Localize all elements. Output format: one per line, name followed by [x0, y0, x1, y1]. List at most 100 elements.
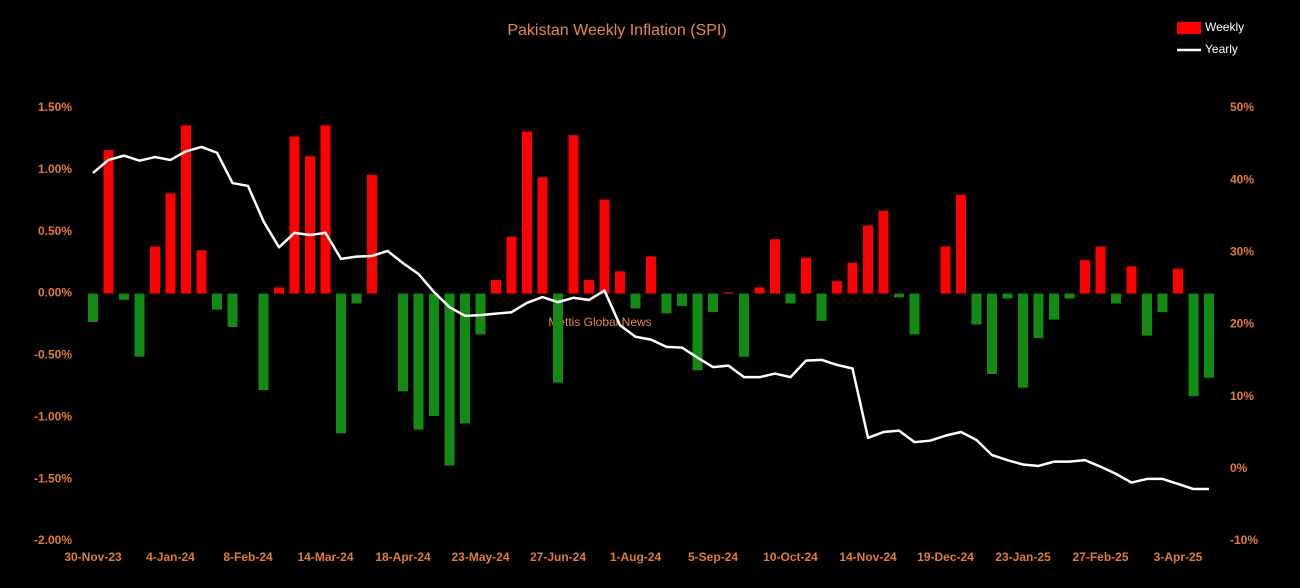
- bar: [1188, 293, 1199, 397]
- bar: [367, 174, 377, 294]
- bar: [460, 293, 470, 424]
- bar: [630, 293, 641, 309]
- bar: [289, 136, 300, 294]
- bar: [103, 150, 114, 294]
- bar: [1157, 293, 1168, 313]
- bar: [863, 225, 873, 294]
- bar: [537, 177, 548, 294]
- bar: [847, 262, 858, 294]
- bar: [1049, 293, 1059, 320]
- bar: [801, 257, 811, 294]
- y2-tick-label: 0%: [1230, 461, 1248, 475]
- bar: [987, 293, 997, 374]
- bar: [351, 293, 362, 304]
- bar: [1095, 246, 1106, 294]
- x-tick-label: 4-Jan-24: [146, 550, 195, 564]
- bar: [336, 293, 346, 434]
- bar: [320, 125, 331, 294]
- bar: [878, 210, 889, 294]
- bar: [398, 293, 408, 392]
- bar: [1018, 293, 1028, 388]
- bar: [429, 293, 439, 417]
- bar: [785, 293, 796, 304]
- bar: [584, 279, 594, 294]
- y2-tick-label: 30%: [1230, 245, 1254, 259]
- bar: [553, 293, 563, 383]
- bar: [646, 256, 656, 294]
- y-tick-label: -1.50%: [34, 471, 72, 485]
- bar: [196, 250, 207, 294]
- y-tick-label: -2.00%: [34, 533, 72, 547]
- bar: [708, 293, 718, 313]
- bar: [832, 281, 842, 294]
- bar: [444, 293, 455, 466]
- bar: [661, 293, 672, 314]
- x-tick-label: 27-Feb-25: [1072, 550, 1128, 564]
- bar: [677, 293, 687, 306]
- bar: [1033, 293, 1044, 339]
- legend-label: Weekly: [1205, 20, 1244, 34]
- bar: [274, 287, 284, 294]
- y2-tick-label: 40%: [1230, 172, 1254, 186]
- bar: [119, 293, 129, 300]
- y-tick-label: -0.50%: [34, 348, 72, 362]
- bar: [1064, 293, 1075, 299]
- bar: [88, 293, 98, 323]
- y2-tick-label: -10%: [1230, 533, 1258, 547]
- bar: [522, 131, 532, 294]
- bar: [894, 293, 904, 298]
- x-tick-label: 23-Jan-25: [995, 550, 1051, 564]
- bar: [909, 293, 920, 335]
- bar: [506, 236, 517, 294]
- bar: [134, 293, 145, 357]
- line: [92, 145, 1209, 491]
- y-tick-label: 1.00%: [38, 162, 72, 176]
- bar: [165, 193, 176, 294]
- bar: [150, 246, 160, 294]
- bar: [258, 293, 269, 391]
- bar: [227, 293, 238, 327]
- bar: [956, 194, 966, 294]
- bar: [212, 293, 222, 310]
- x-tick-label: 19-Dec-24: [917, 550, 974, 564]
- bar: [1002, 293, 1013, 299]
- bar: [723, 292, 734, 294]
- bar: [971, 293, 982, 325]
- bar: [1173, 268, 1183, 294]
- x-tick-label: 18-Apr-24: [375, 550, 431, 564]
- bar: [770, 239, 780, 294]
- chart-title: Pakistan Weekly Inflation (SPI): [507, 22, 726, 39]
- x-tick-label: 8-Feb-24: [223, 550, 273, 564]
- bar: [615, 271, 625, 294]
- bar: [816, 293, 827, 321]
- y-tick-label: 0.00%: [38, 286, 72, 300]
- legend-swatch: [1177, 22, 1201, 34]
- bar: [692, 293, 703, 371]
- bar: [754, 287, 765, 294]
- x-tick-label: 1-Aug-24: [610, 550, 662, 564]
- x-tick-label: 14-Nov-24: [839, 550, 897, 564]
- bar: [1142, 293, 1152, 336]
- y-tick-label: -1.00%: [34, 409, 72, 423]
- y-tick-label: 0.50%: [38, 224, 72, 238]
- x-tick-label: 27-Jun-24: [530, 550, 586, 564]
- x-tick-label: 10-Oct-24: [763, 550, 818, 564]
- x-tick-label: 14-Mar-24: [297, 550, 353, 564]
- bar: [568, 135, 579, 294]
- x-tick-label: 30-Nov-23: [64, 550, 122, 564]
- y2-tick-label: 10%: [1230, 389, 1254, 403]
- y2-tick-label: 20%: [1230, 317, 1254, 331]
- legend-label: Yearly: [1205, 42, 1238, 56]
- bar: [491, 279, 501, 294]
- bar: [739, 293, 749, 357]
- y-tick-label: 1.50%: [38, 100, 72, 114]
- bar: [1204, 293, 1214, 378]
- bar: [1126, 266, 1137, 294]
- y2-tick-label: 50%: [1230, 100, 1254, 114]
- x-tick-label: 23-May-24: [451, 550, 509, 564]
- annotation: Mettis Global News: [548, 315, 651, 329]
- x-tick-label: 5-Sep-24: [688, 550, 738, 564]
- bar: [305, 156, 315, 294]
